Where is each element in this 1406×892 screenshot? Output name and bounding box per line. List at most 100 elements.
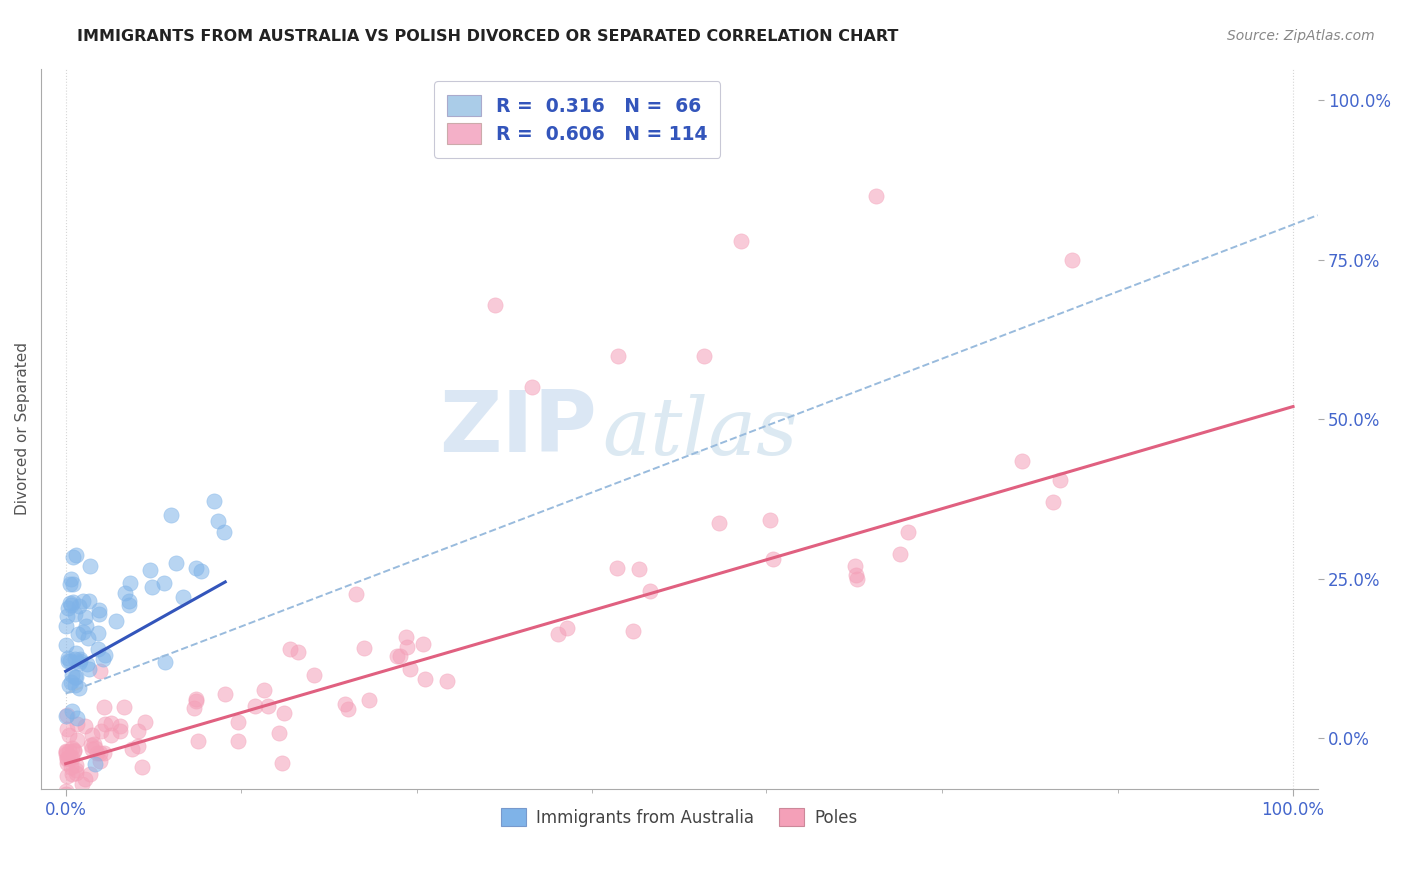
Point	[398, 662, 420, 676]
Point	[186, 734, 208, 748]
Point	[385, 648, 408, 663]
Point	[55, 746, 77, 760]
Point	[55, 638, 77, 652]
Point	[59, 573, 82, 587]
Point	[55, 788, 77, 802]
Point	[186, 691, 208, 706]
Point	[621, 624, 644, 638]
Point	[66, 711, 89, 725]
Point	[55, 619, 77, 633]
Point	[114, 586, 136, 600]
Point	[66, 733, 89, 747]
Point	[112, 700, 135, 714]
Point	[1042, 494, 1064, 508]
Point	[77, 793, 100, 807]
Point	[65, 758, 87, 772]
Point	[547, 627, 569, 641]
Point	[212, 524, 235, 539]
Point	[141, 580, 163, 594]
Point	[65, 670, 87, 684]
Point	[730, 234, 752, 248]
Point	[226, 733, 249, 747]
Point	[67, 626, 90, 640]
Point	[484, 297, 506, 311]
Text: IMMIGRANTS FROM AUSTRALIA VS POLISH DIVORCED OR SEPARATED CORRELATION CHART: IMMIGRANTS FROM AUSTRALIA VS POLISH DIVO…	[77, 29, 898, 44]
Point	[273, 706, 295, 720]
Point	[395, 640, 418, 655]
Point	[1049, 473, 1071, 487]
Point	[93, 746, 115, 760]
Point	[76, 805, 98, 819]
Point	[100, 716, 122, 731]
Point	[758, 513, 780, 527]
Point	[607, 349, 630, 363]
Point	[93, 651, 115, 665]
Point	[253, 682, 276, 697]
Point	[70, 807, 93, 822]
Point	[76, 657, 98, 671]
Point	[60, 767, 83, 781]
Point	[63, 651, 86, 665]
Point	[207, 514, 229, 528]
Point	[58, 678, 80, 692]
Point	[60, 741, 83, 756]
Point	[72, 594, 94, 608]
Point	[58, 728, 80, 742]
Point	[606, 560, 628, 574]
Point	[436, 674, 458, 689]
Point	[94, 716, 117, 731]
Point	[183, 701, 205, 715]
Point	[58, 650, 80, 665]
Point	[63, 743, 86, 757]
Point	[845, 568, 868, 582]
Point	[118, 594, 141, 608]
Point	[412, 637, 434, 651]
Point	[415, 672, 437, 686]
Point	[55, 756, 77, 770]
Point	[59, 674, 82, 689]
Point	[65, 646, 87, 660]
Point	[63, 678, 86, 692]
Point	[186, 561, 208, 575]
Point	[55, 784, 77, 798]
Legend: Immigrants from Australia, Poles: Immigrants from Australia, Poles	[494, 799, 866, 835]
Point	[152, 575, 174, 590]
Point	[707, 516, 730, 531]
Point	[89, 746, 111, 760]
Point	[520, 380, 543, 394]
Point	[75, 618, 97, 632]
Point	[77, 662, 100, 676]
Point	[165, 556, 187, 570]
Point	[80, 738, 103, 752]
Point	[62, 577, 84, 591]
Point	[80, 742, 103, 756]
Point	[127, 723, 149, 738]
Point	[63, 607, 86, 621]
Point	[70, 776, 93, 790]
Point	[640, 584, 662, 599]
Point	[256, 699, 278, 714]
Point	[60, 704, 83, 718]
Point	[59, 750, 82, 764]
Point	[897, 524, 920, 539]
Point	[65, 764, 87, 778]
Point	[77, 631, 100, 645]
Point	[59, 597, 82, 611]
Point	[110, 814, 132, 829]
Point	[357, 693, 380, 707]
Point	[226, 714, 249, 729]
Point	[60, 760, 83, 774]
Point	[67, 599, 90, 614]
Point	[100, 729, 122, 743]
Point	[73, 719, 96, 733]
Point	[278, 641, 301, 656]
Point	[108, 719, 131, 733]
Point	[555, 621, 578, 635]
Point	[83, 737, 105, 751]
Point	[67, 656, 90, 670]
Point	[84, 740, 107, 755]
Point	[87, 641, 110, 656]
Point	[172, 591, 194, 605]
Point	[202, 494, 225, 508]
Point	[89, 754, 111, 768]
